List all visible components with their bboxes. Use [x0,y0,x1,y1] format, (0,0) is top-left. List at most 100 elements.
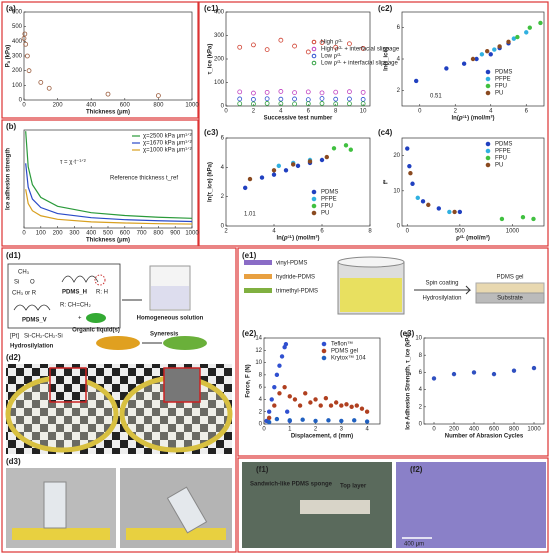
data-point [38,80,44,85]
data-point [414,78,419,84]
data-point [471,370,477,375]
data-point [333,96,339,102]
panel-e1: (e1) vinyl-PDMS hydride-PDMS trimethyl-P… [242,251,545,315]
pdms-h: PDMS_H [62,290,87,296]
x-tick-label: 600 [120,103,131,109]
y-axis-label: Ice Adhesion Strength, τ_ice (kPa) [406,332,412,429]
legend-swatch [311,196,317,202]
data-point [318,403,323,408]
solution [151,286,189,309]
arrow [414,285,472,295]
data-point [492,47,497,52]
y-tick-label: 10 [255,360,262,366]
legend-swatch [485,76,491,82]
x-axis-label: Number of Abrasion Cycles [445,434,524,440]
x-axis-label: Thickness (μm) [86,110,130,116]
x-tick-label: 1000 [185,103,199,109]
x-tick-label: 600 [120,231,131,237]
gel-layer [475,282,545,294]
x-axis-label: ρᶜᴸ (mol/m³) [456,235,490,242]
data-point [499,216,505,222]
swatch [244,288,272,293]
group: CH₃ [18,270,30,276]
data-point [282,384,287,390]
data-point [474,56,479,62]
y-tick-label: 6 [419,370,423,376]
data-point [279,354,285,359]
plot-frame [401,137,545,227]
data-point [237,101,243,107]
data-point [479,52,485,57]
y-tick-label: 6 [221,136,225,142]
panel-a-border [1,1,199,119]
data-point [259,175,265,180]
data-point [155,93,161,98]
x-tick-label: 800 [153,103,164,109]
x-tick-label: 3 [340,427,344,433]
data-point [431,376,437,381]
x-tick-label: 8 [334,109,338,115]
data-point [319,90,325,96]
panel-d1: (d1) CH₃ Si O CH₃ or R PDMS_H R: H PDMS_… [6,251,207,350]
group: CH₃ or R [12,291,37,297]
y-tick-label: 8 [419,353,423,359]
y-tick-label: 100 [12,83,23,89]
x-axis-label: Successive test number [264,116,333,122]
data-point [333,89,339,95]
legend-swatch [321,341,327,347]
swatch [244,274,272,279]
legend-text: Teflon™ [331,341,353,348]
data-point [515,34,520,40]
legend-text: Low ρᶜᴸ [321,53,341,60]
data-point [319,96,325,101]
x-tick-label: 2 [252,109,256,115]
x-tick-label: 1000 [506,229,520,235]
panel-label: (c2) [378,4,393,13]
panel-label: (f1) [256,465,269,474]
y-tick-label: 10 [393,188,400,194]
data-point [364,419,370,424]
step: Hydrosilylation [422,296,461,302]
data-point [264,96,270,102]
micrograph [396,462,546,548]
legend-text: PDMS [321,190,338,196]
y-tick-label: 14 [255,336,262,342]
x-tick-label: 1 [288,427,292,433]
x-tick-label: 0 [224,109,228,115]
data-point [23,41,29,47]
scale-text: 400 μm [404,542,424,548]
data-point [491,371,497,377]
y-tick-label: 300 [214,33,225,39]
data-point [277,391,282,396]
x-tick-label: 2 [454,109,458,115]
x-tick-label: 0 [406,229,410,235]
x-axis-label: ln(ρᶜᴸ) (mol/m³) [277,235,320,242]
legend-swatch [485,148,491,154]
legend-swatch [311,203,317,209]
series-line [25,189,193,225]
data-point [292,101,297,107]
y-tick-label: 12 [255,348,262,354]
y-axis-label: Force, F (N) [246,364,252,397]
legend-text: Low ρᶜᴸ + interfacial slippage [321,60,399,67]
data-point [287,394,292,399]
y-tick-label: 400 [214,10,225,16]
legend-text: vinyl-PDMS [276,261,307,267]
data-point [277,363,282,368]
ice-cube [43,481,67,529]
annotation: 0.51 [430,94,442,100]
data-point [283,168,289,173]
legend-swatch [321,355,327,361]
panel-b-border [1,119,199,247]
x-tick-label: 1000 [185,231,199,237]
legend-text: PDMS [495,70,512,76]
data-point [485,48,490,54]
data-point [328,403,334,408]
y-tick-label: 2 [259,409,263,415]
legend-text: PDMS gel [331,349,358,355]
gel-text: PDMS gel [496,275,523,281]
plot-frame [225,11,371,107]
data-point [264,47,270,52]
x-tick-label: 200 [53,103,64,109]
